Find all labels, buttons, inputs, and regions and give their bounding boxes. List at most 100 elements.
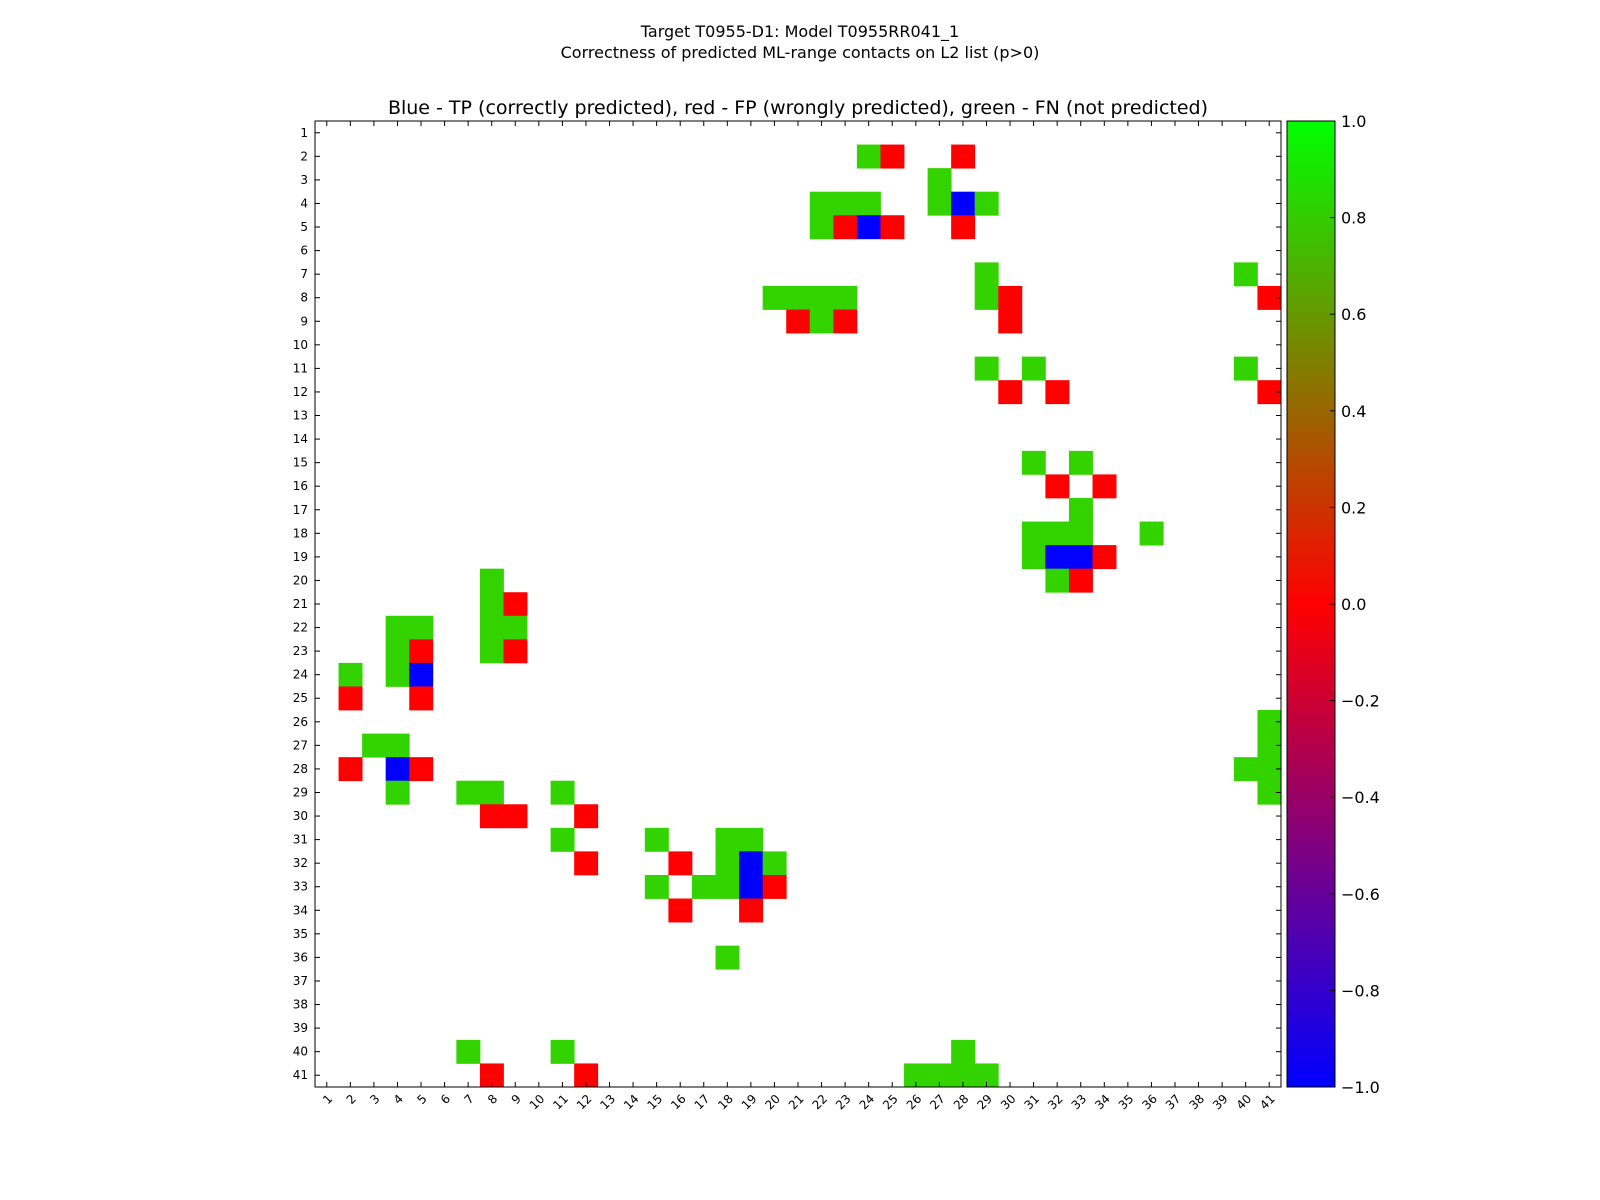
y-tick-label-25: 25 xyxy=(293,691,308,705)
cell-fn-r9-c22 xyxy=(809,309,834,334)
cell-fn-r8-c22 xyxy=(809,285,834,310)
y-tick-label-34: 34 xyxy=(293,903,308,917)
y-tick-label-16: 16 xyxy=(293,479,308,493)
cell-fn-r5-c22 xyxy=(809,215,834,240)
cell-fn-r32-c20 xyxy=(762,851,787,876)
x-tick-label-28: 28 xyxy=(951,1092,972,1113)
y-tick-label-21: 21 xyxy=(293,597,308,611)
colorbar-ticks xyxy=(1330,120,1335,1088)
colorbar-tick-label-4: 0.2 xyxy=(1341,498,1366,517)
cell-fn-r18-c32 xyxy=(1045,521,1070,546)
cell-fp-r25-c5 xyxy=(409,686,434,711)
cell-fp-r19-c34 xyxy=(1092,545,1117,570)
x-tick-label-22: 22 xyxy=(809,1092,830,1113)
cell-fn-r24-c2 xyxy=(338,662,363,687)
cell-fn-r8-c20 xyxy=(762,285,787,310)
cell-fn-r19-c31 xyxy=(1021,545,1046,570)
cell-fn-r17-c33 xyxy=(1068,497,1093,522)
y-tick-label-2: 2 xyxy=(300,149,308,163)
suptitle-description: Correctness of predicted ML-range contac… xyxy=(560,43,1040,62)
y-tick-label-27: 27 xyxy=(293,738,308,752)
cell-fp-r41-c8 xyxy=(479,1063,504,1088)
y-tick-labels: 1234567891011121314151617181920212223242… xyxy=(293,126,308,1082)
cell-fn-r4-c23 xyxy=(833,191,858,216)
cell-fn-r22-c5 xyxy=(409,615,434,640)
cell-fn-r28-c41 xyxy=(1257,757,1282,782)
x-tick-label-8: 8 xyxy=(485,1092,500,1107)
cell-fp-r5-c28 xyxy=(951,215,976,240)
y-tick-label-19: 19 xyxy=(293,550,308,564)
cell-fp-r23-c9 xyxy=(503,639,528,664)
cell-fn-r41-c29 xyxy=(974,1063,999,1088)
y-tick-label-35: 35 xyxy=(293,927,308,941)
cell-fn-r8-c29 xyxy=(974,285,999,310)
x-tick-label-13: 13 xyxy=(597,1092,618,1113)
cell-fn-r40-c28 xyxy=(951,1039,976,1064)
cell-fn-r18-c31 xyxy=(1021,521,1046,546)
y-tick-label-9: 9 xyxy=(300,314,308,328)
cell-fn-r11-c31 xyxy=(1021,356,1046,381)
x-tick-label-32: 32 xyxy=(1045,1092,1066,1113)
cell-fn-r31-c19 xyxy=(739,827,764,852)
cell-fn-r29-c11 xyxy=(550,780,575,805)
y-tick-label-1: 1 xyxy=(300,126,308,140)
cell-fp-r41-c12 xyxy=(574,1063,599,1088)
colorbar-tick-label-10: −1.0 xyxy=(1341,1078,1380,1097)
x-tick-label-15: 15 xyxy=(645,1092,666,1113)
colorbar-tick-labels: 1.0 0.8 0.6 0.4 0.2 0.0 −0.2 −0.4 −0.6 −0.8 −1.0 xyxy=(1341,112,1380,1097)
suptitle-target: Target T0955-D1: Model T0955RR041_1 xyxy=(640,22,960,41)
cell-fn-r24-c4 xyxy=(385,662,410,687)
x-tick-label-11: 11 xyxy=(550,1092,571,1113)
y-tick-label-24: 24 xyxy=(293,668,308,682)
x-tick-label-10: 10 xyxy=(527,1092,548,1113)
x-tick-label-33: 33 xyxy=(1069,1092,1090,1113)
cell-fn-r33-c17 xyxy=(691,874,716,899)
cell-fp-r21-c9 xyxy=(503,592,528,617)
cell-fn-r20-c8 xyxy=(479,568,504,593)
x-tick-label-35: 35 xyxy=(1116,1092,1137,1113)
cell-tp-r33-c19 xyxy=(739,874,764,899)
cell-fn-r29-c7 xyxy=(456,780,481,805)
cell-fp-r34-c16 xyxy=(668,898,693,923)
y-tick-label-23: 23 xyxy=(293,644,308,658)
cell-fp-r5-c23 xyxy=(833,215,858,240)
x-tick-label-16: 16 xyxy=(668,1092,689,1113)
y-tick-label-3: 3 xyxy=(300,173,308,187)
y-tick-label-38: 38 xyxy=(293,998,308,1012)
cell-fn-r22-c4 xyxy=(385,615,410,640)
cell-fn-r7-c29 xyxy=(974,262,999,287)
cell-fp-r9-c23 xyxy=(833,309,858,334)
y-tick-label-18: 18 xyxy=(293,526,308,540)
x-tick-label-34: 34 xyxy=(1092,1092,1113,1113)
cell-fn-r27-c41 xyxy=(1257,733,1282,758)
y-tick-label-40: 40 xyxy=(293,1045,308,1059)
cell-fn-r2-c24 xyxy=(856,144,881,169)
x-tick-label-2: 2 xyxy=(344,1092,359,1107)
colorbar-tick-label-8: −0.6 xyxy=(1341,885,1380,904)
cell-fn-r41-c28 xyxy=(951,1063,976,1088)
x-tick-label-26: 26 xyxy=(904,1092,925,1113)
y-tick-label-6: 6 xyxy=(300,244,308,258)
cell-fp-r30-c8 xyxy=(479,804,504,829)
cell-fp-r28-c2 xyxy=(338,757,363,782)
x-tick-label-12: 12 xyxy=(574,1092,595,1113)
y-tick-label-11: 11 xyxy=(293,361,308,375)
y-tick-label-10: 10 xyxy=(293,338,308,352)
x-tick-label-7: 7 xyxy=(461,1092,476,1107)
cell-fn-r3-c27 xyxy=(927,168,952,193)
cell-fp-r16-c34 xyxy=(1092,474,1117,499)
cell-fn-r11-c29 xyxy=(974,356,999,381)
x-tick-label-37: 37 xyxy=(1163,1092,1184,1113)
x-tick-label-27: 27 xyxy=(927,1092,948,1113)
y-tick-label-14: 14 xyxy=(293,432,308,446)
x-tick-label-9: 9 xyxy=(509,1092,524,1107)
y-tick-label-33: 33 xyxy=(293,880,308,894)
cell-fp-r2-c28 xyxy=(951,144,976,169)
cell-tp-r24-c5 xyxy=(409,662,434,687)
cell-fp-r25-c2 xyxy=(338,686,363,711)
cell-fn-r41-c26 xyxy=(904,1063,928,1088)
cell-fp-r2-c25 xyxy=(880,144,905,169)
cell-fn-r29-c41 xyxy=(1257,780,1282,805)
y-tick-label-31: 31 xyxy=(293,833,308,847)
